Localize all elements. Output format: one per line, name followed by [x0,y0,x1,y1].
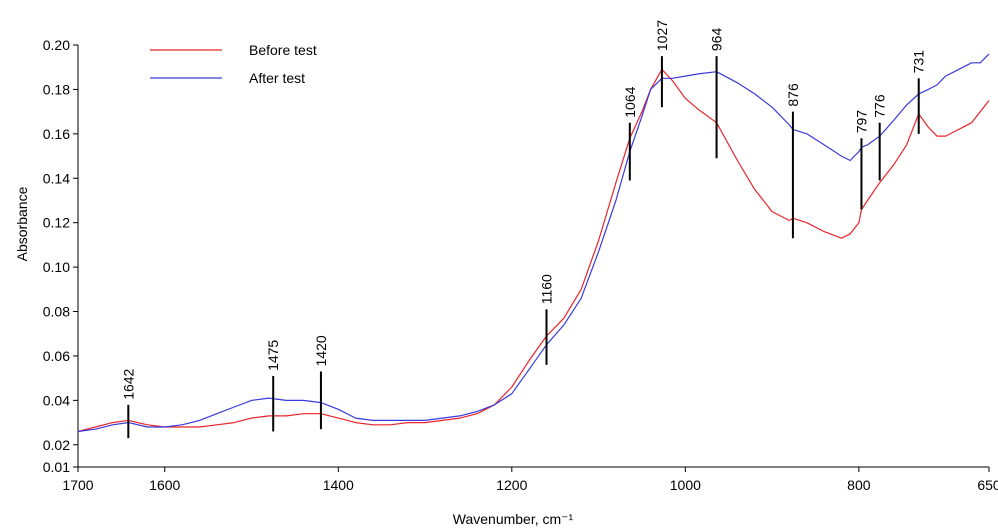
peak-label: 876 [785,83,801,107]
x-tick-label: 1700 [62,477,93,493]
peak-label: 797 [853,110,869,134]
y-tick-label: 0.20 [43,37,70,53]
x-tick-label: 1400 [323,477,354,493]
legend: Before test After test [150,42,317,86]
peak-label: 776 [872,94,888,118]
peak-label: 731 [911,50,927,74]
peak-label: 1064 [622,86,638,117]
series-layer [77,53,990,433]
series-line-before-test [77,68,990,433]
x-tick-label: 1000 [670,477,701,493]
y-tick-label: 0.16 [43,126,70,142]
x-tick-label: 1200 [496,477,527,493]
y-tick-label: 0.06 [43,348,70,364]
peak-label: 1027 [654,20,670,51]
y-tick-label: 0.01 [43,459,70,475]
y-tick-label: 0.04 [43,392,70,408]
peak-label: 1642 [120,368,136,399]
y-tick-label: 0.10 [43,259,70,275]
peak-label: 964 [709,28,725,52]
x-tick-label: 1600 [149,477,180,493]
y-tick-label: 0.02 [43,437,70,453]
legend-label: After test [249,70,305,86]
peak-label: 1160 [539,274,555,304]
y-tick-label: 0.14 [43,170,70,186]
peak-label: 1475 [265,340,281,371]
peak-label: 1420 [313,335,329,366]
y-tick-label: 0.18 [43,81,70,97]
y-tick-label: 0.08 [43,304,70,320]
series-line-after-test [77,53,990,433]
x-tick-label: 800 [847,477,871,493]
y-axis-label: Absorbance [14,186,30,261]
x-axis-label: Wavenumber, cm⁻¹ [453,511,574,527]
legend-label: Before test [249,42,317,58]
x-tick-label: 650 [977,477,998,493]
y-tick-label: 0.12 [43,215,70,231]
axes: 1700 1600 1400 1200 1000 800 650 0.01 0.02 0.04 0.… [43,37,998,493]
